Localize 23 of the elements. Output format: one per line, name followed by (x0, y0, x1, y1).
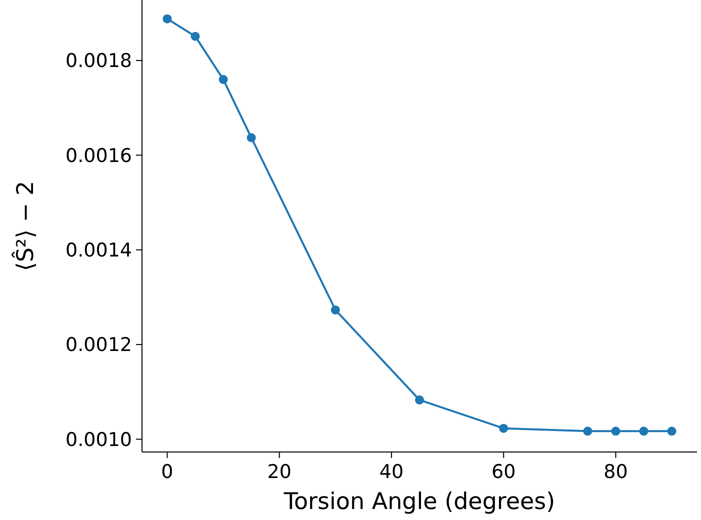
y-tick-label: 0.0012 (66, 334, 132, 356)
point (414, 395, 424, 404)
y-tick-label: 0.0014 (66, 240, 132, 262)
y-axis-title: ⟨Ŝ²⟩ − 2 (11, 180, 39, 272)
y-tick-label: 0.0018 (66, 50, 132, 72)
point (611, 426, 620, 436)
x-tick-label: 60 (491, 461, 516, 483)
point (162, 14, 172, 24)
x-tick-label: 20 (267, 461, 292, 483)
point (667, 426, 676, 436)
x-axis-title: Torsion Angle (degrees) (282, 489, 556, 515)
x-tick-label: 0 (161, 461, 174, 483)
point (218, 74, 228, 84)
x-tick-label: 40 (379, 461, 404, 483)
point (190, 32, 200, 41)
point (330, 305, 340, 314)
point (583, 426, 592, 436)
point (639, 426, 648, 436)
point (246, 133, 256, 142)
point (499, 424, 508, 433)
y-tick-label: 0.0010 (66, 428, 132, 451)
x-tick-label: 80 (604, 461, 628, 483)
y-tick-label: 0.0016 (66, 144, 132, 167)
